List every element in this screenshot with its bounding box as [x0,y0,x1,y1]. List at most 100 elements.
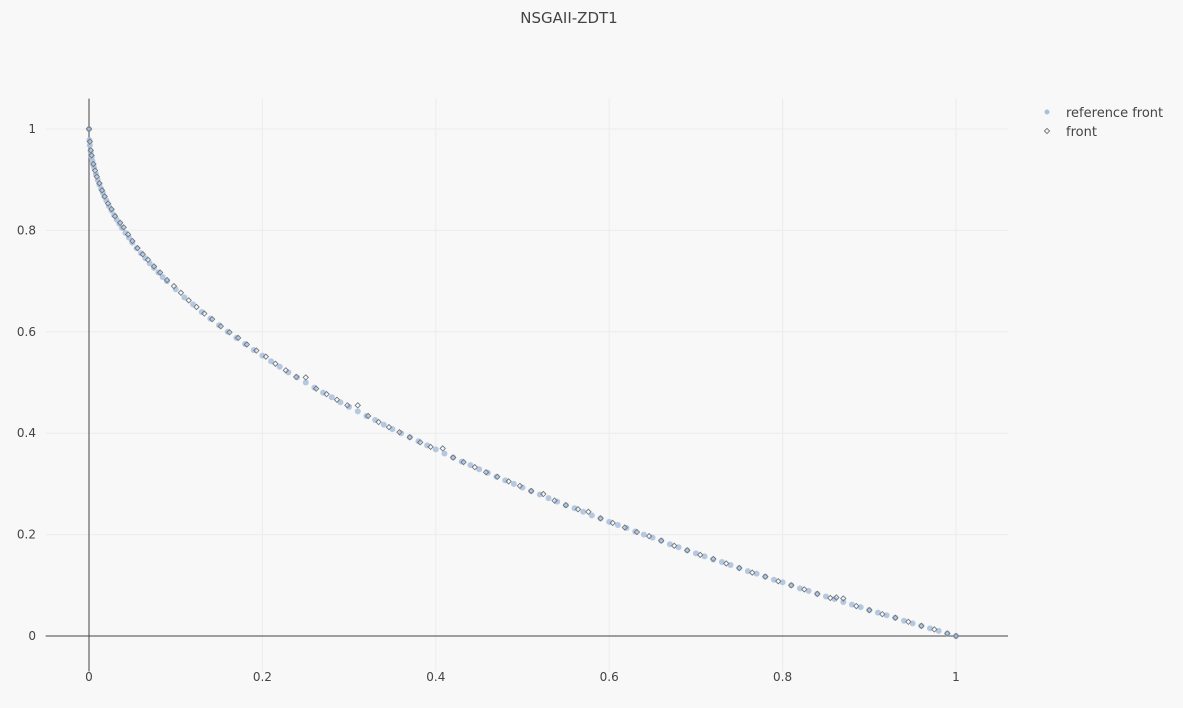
reference-front-point [545,495,552,502]
reference-front-point [389,426,396,433]
front-point [833,594,840,601]
front-point [344,402,351,409]
reference-front-point [588,512,595,519]
front-point [272,360,279,367]
axes [45,98,1009,672]
grid [45,98,1009,672]
front-point [609,519,616,527]
front-point [879,610,886,618]
front-point [364,412,372,420]
reference-front-point [172,286,179,293]
y-tick-label: 0.2 [17,528,36,542]
front-point [150,263,158,270]
reference-front-point [510,480,517,487]
reference-front-point [328,394,335,401]
front-point [163,276,171,284]
front-point [621,524,629,531]
front-point [439,445,446,452]
front-point [505,478,512,485]
front-point [866,606,873,614]
front-point [104,200,112,207]
front-point [85,125,93,133]
reference-front-point [380,421,387,428]
reference-front-point [614,521,621,528]
reference-front-point [900,617,907,624]
front-point [253,347,260,354]
front-point [302,374,309,381]
front-point [494,473,501,481]
legend-item-reference-front[interactable]: reference front [1044,106,1164,121]
reference-front-point [883,612,890,619]
legend-label-reference-front: reference front [1066,106,1163,121]
front-point [471,463,479,471]
front-point [88,152,95,159]
reference-front-point [519,484,526,491]
front-point [952,632,960,640]
front-point [585,508,592,516]
tick-labels: 0 0.2 0.4 0.6 0.8 1 0 0.2 0.4 0.6 0.8 1 [17,122,960,684]
front-point [449,454,457,461]
front-point [201,310,208,317]
front-point [129,237,136,245]
front-point [762,573,769,580]
reference-front-point [181,294,188,301]
reference-front-point [779,579,786,586]
front-point [120,224,127,231]
front-point [416,439,424,446]
x-tick-label: 0.8 [773,670,792,684]
reference-front-point [467,462,474,469]
reference-front-point [441,450,448,457]
front-point [108,205,115,213]
front-point [670,542,678,549]
legend[interactable]: reference front front [1043,106,1164,140]
front-point [840,595,847,602]
front-point [516,482,524,490]
front-point [385,423,393,431]
front-point [788,582,795,589]
front-point [86,138,94,145]
front-point [853,602,860,610]
reference-front-point [108,207,115,214]
y-tick-label: 0 [28,629,36,643]
reference-front-point [233,334,240,341]
front-point [905,618,912,626]
reference-front-point [86,137,93,144]
reference-front-point [155,269,162,276]
y-tick-label: 0.4 [17,426,36,440]
reference-front-point [198,309,205,316]
front-point [282,367,290,374]
reference-front-point [337,399,344,406]
front-point [243,341,251,348]
front-point [111,212,119,220]
front-point [217,322,225,330]
front-point [775,578,782,585]
front-point [657,537,665,544]
front-point [723,560,730,567]
front-point [91,167,99,174]
front-point [177,289,185,296]
legend-item-front[interactable]: front [1043,125,1097,140]
reference-front-point [142,255,149,262]
front-point [540,490,547,498]
front-point [208,315,216,323]
front-point [139,250,146,258]
front-point [375,418,382,426]
front-point [460,458,467,466]
front-point [333,396,341,403]
front-point [101,193,108,200]
front-point [931,626,938,633]
reference-front-point [190,301,197,308]
reference-front-point [268,358,275,365]
y-tick-label: 0.6 [17,325,36,339]
front-point [427,443,434,451]
front-point [736,564,743,572]
reference-front-series [86,126,959,639]
reference-front-point [831,595,838,602]
front-series [85,125,960,640]
front-point [892,614,899,621]
reference-front-point [372,417,379,424]
chart-title: NSGAII-ZDT1 [520,9,617,27]
x-tick-label: 0 [85,670,93,684]
